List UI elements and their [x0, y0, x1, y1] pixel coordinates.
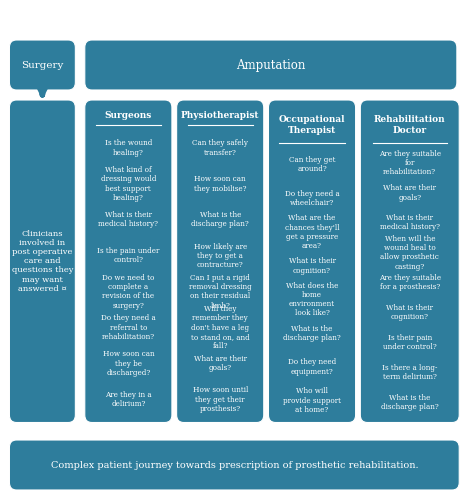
Text: Rehabilitation
Doctor: Rehabilitation Doctor	[374, 116, 446, 134]
Text: Clinicians
involved in
post operative
care and
questions they
may want
answered : Clinicians involved in post operative ca…	[12, 230, 73, 293]
FancyBboxPatch shape	[85, 40, 457, 90]
Text: Is the pain under
control?: Is the pain under control?	[97, 247, 160, 264]
FancyBboxPatch shape	[268, 100, 356, 422]
Text: What kind of
dressing would
best support
healing?: What kind of dressing would best support…	[101, 166, 156, 202]
Text: What is the
discharge plan?: What is the discharge plan?	[283, 324, 341, 342]
FancyBboxPatch shape	[177, 100, 264, 422]
Text: Do they need a
wheelchair?: Do they need a wheelchair?	[284, 190, 340, 207]
Text: When will the
wound heal to
allow prosthetic
casting?: When will the wound heal to allow prosth…	[381, 235, 439, 270]
Text: Is the wound
healing?: Is the wound healing?	[105, 140, 152, 156]
Text: What is their
medical history?: What is their medical history?	[98, 211, 158, 228]
Text: What are their
goals?: What are their goals?	[194, 355, 247, 372]
Text: Do we need to
complete a
revision of the
surgery?: Do we need to complete a revision of the…	[102, 274, 154, 310]
Text: Can I put a rigid
removal dressing
on their residual
limb?: Can I put a rigid removal dressing on th…	[189, 274, 252, 310]
Text: How likely are
they to get a
contracture?: How likely are they to get a contracture…	[194, 242, 247, 269]
Text: Surgery: Surgery	[21, 60, 64, 70]
Text: What are their
goals?: What are their goals?	[383, 184, 436, 202]
Text: What is their
cognition?: What is their cognition?	[386, 304, 433, 322]
FancyBboxPatch shape	[9, 40, 75, 90]
FancyBboxPatch shape	[9, 440, 459, 490]
Text: Complex patient journey towards prescription of prosthetic rehabilitation.: Complex patient journey towards prescrip…	[50, 460, 418, 469]
Text: How soon can
they be
discharged?: How soon can they be discharged?	[103, 350, 154, 377]
Text: Are they suitable
for
rehabilitation?: Are they suitable for rehabilitation?	[379, 150, 441, 176]
Text: Is there a long-
term delirium?: Is there a long- term delirium?	[382, 364, 438, 381]
Text: What is the
discharge plan?: What is the discharge plan?	[381, 394, 439, 411]
FancyBboxPatch shape	[85, 100, 172, 422]
Text: Will they
remember they
don't have a leg
to stand on, and
fall?: Will they remember they don't have a leg…	[191, 306, 250, 350]
Text: Is their pain
under control?: Is their pain under control?	[383, 334, 437, 351]
FancyBboxPatch shape	[360, 100, 459, 422]
Text: How soon can
they mobilise?: How soon can they mobilise?	[194, 176, 246, 192]
Text: Can they get
around?: Can they get around?	[289, 156, 335, 174]
Text: What is their
cognition?: What is their cognition?	[289, 258, 335, 274]
FancyBboxPatch shape	[9, 100, 75, 422]
Text: What is the
discharge plan?: What is the discharge plan?	[191, 211, 249, 228]
Text: Are they suitable
for a prosthesis?: Are they suitable for a prosthesis?	[379, 274, 441, 291]
Text: Who will
provide support
at home?: Who will provide support at home?	[283, 388, 341, 414]
Text: Are they in a
delirium?: Are they in a delirium?	[105, 391, 152, 408]
Text: Occupational
Therapist: Occupational Therapist	[279, 116, 345, 134]
Text: Surgeons: Surgeons	[105, 112, 152, 120]
Text: How soon until
they get their
prosthesis?: How soon until they get their prosthesis…	[193, 386, 248, 412]
Text: Do they need
equipment?: Do they need equipment?	[288, 358, 336, 376]
Text: Physiotherapist: Physiotherapist	[181, 112, 260, 120]
Text: What are the
chances they'll
get a pressure
area?: What are the chances they'll get a press…	[285, 214, 339, 250]
Text: Do they need a
referral to
rehabilitation?: Do they need a referral to rehabilitatio…	[101, 314, 156, 341]
Text: Can they safely
transfer?: Can they safely transfer?	[192, 140, 248, 156]
Text: Amputation: Amputation	[236, 58, 306, 71]
Text: What is their
medical history?: What is their medical history?	[380, 214, 440, 232]
Text: What does the
home
environment
look like?: What does the home environment look like…	[286, 282, 338, 318]
